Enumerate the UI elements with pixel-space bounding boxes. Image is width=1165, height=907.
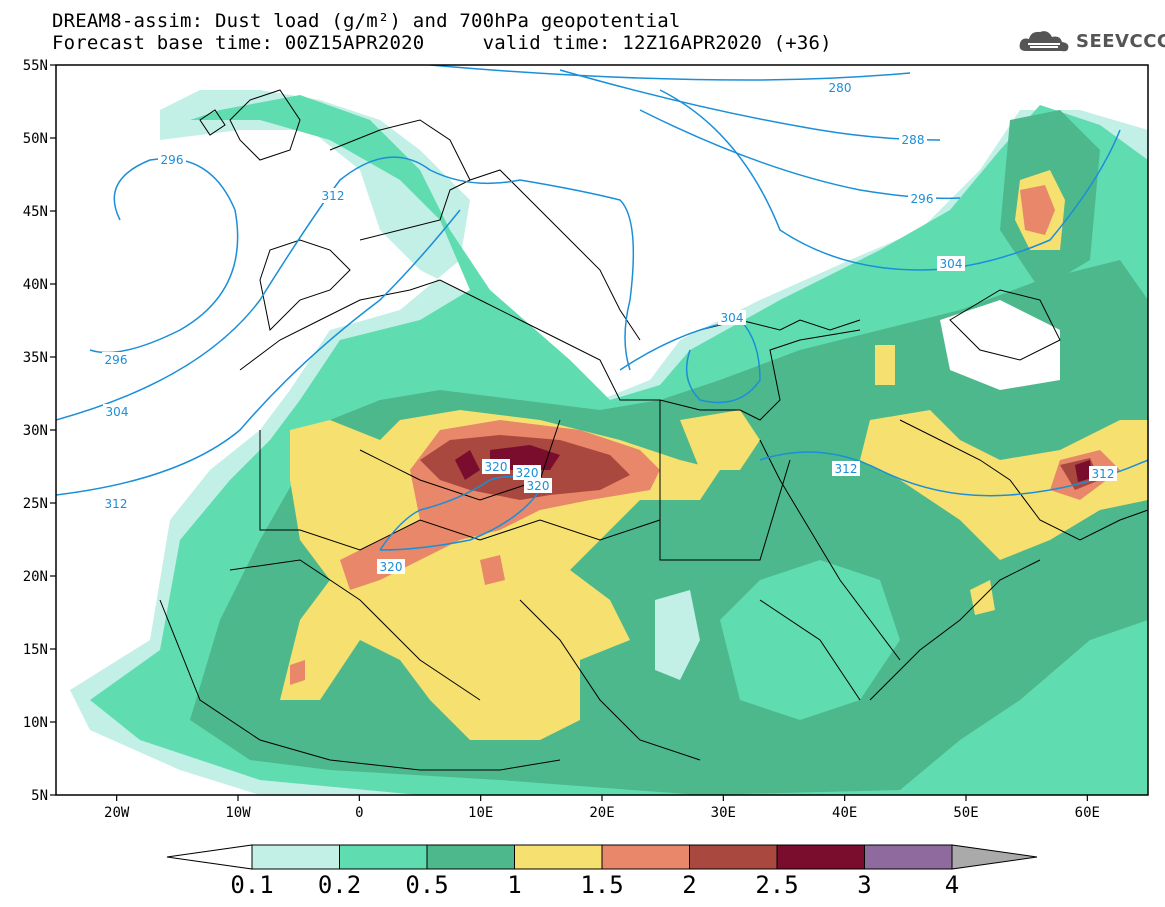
contour-label-bg [826, 80, 854, 95]
colorbar-segment [601, 844, 690, 870]
colorbar-label: 0.1 [230, 871, 273, 899]
colorbar-segment [251, 844, 340, 870]
forecast-time-line: Forecast base time: 00Z15APR2020 valid t… [52, 32, 832, 54]
lat-tick-label: 20N [23, 569, 48, 585]
contour-label-bg [899, 132, 927, 147]
lon-tick-label: 10E [468, 805, 493, 821]
lat-tick-label: 5N [31, 788, 48, 804]
lon-tick-label: 40E [832, 805, 857, 821]
colorbar-over-triangle [951, 844, 1038, 870]
contour-label-bg [482, 459, 510, 474]
contour-label: 304 [721, 311, 744, 325]
contour-label: 320 [380, 560, 403, 574]
colorbar-label: 1.5 [580, 871, 623, 899]
colorbar-label: 3 [857, 871, 871, 899]
lat-tick-label: 40N [23, 277, 48, 293]
colorbar-segment [689, 844, 778, 870]
colorbar-label: 0.5 [405, 871, 448, 899]
contour-label-bg [513, 465, 541, 480]
lat-tick-label: 55N [23, 58, 48, 74]
colorbar-segment [776, 844, 865, 870]
geopotential-contours [56, 65, 1148, 551]
contour-label-bg [718, 310, 746, 325]
lon-tick-label: 0 [355, 805, 363, 821]
lon-tick-label: 20W [104, 805, 130, 821]
lat-tick-label: 15N [23, 642, 48, 658]
colorbar-label: 1 [507, 871, 521, 899]
contour-label-bg [102, 496, 130, 511]
contour-label: 296 [911, 192, 934, 206]
colorbar-segment [339, 844, 428, 870]
lon-tick-label: 10W [225, 805, 251, 821]
contour-label: 312 [322, 189, 345, 203]
contour-label: 304 [106, 405, 129, 419]
contour-label: 304 [940, 257, 963, 271]
lat-tick-label: 35N [23, 350, 48, 366]
contour-label: 320 [485, 460, 508, 474]
lon-tick-label: 60E [1075, 805, 1100, 821]
seevccc-logo: SEEVCCC [1018, 26, 1165, 56]
lat-tick-label: 10N [23, 715, 48, 731]
contour-label: 296 [105, 353, 128, 367]
contour-label-bg [1089, 466, 1117, 481]
contour-label-bg [377, 559, 405, 574]
colorbar-segment [514, 844, 603, 870]
contour-label-bg [102, 352, 130, 367]
lat-tick-label: 45N [23, 204, 48, 220]
contour-label-bg [832, 461, 860, 476]
contour-label: 312 [835, 462, 858, 476]
coastlines-borders [159, 89, 1148, 771]
contour-label: 288 [902, 133, 925, 147]
contour-label-bg [937, 256, 965, 271]
contour-label: 280 [829, 81, 852, 95]
cloud-icon [1019, 31, 1069, 52]
colorbar-label: 4 [945, 871, 959, 899]
logo-text: SEEVCCC [1076, 30, 1165, 52]
lon-tick-label: 20E [589, 805, 614, 821]
colorbar-label: 2 [682, 871, 696, 899]
colorbar-label: 0.2 [318, 871, 361, 899]
contour-label-bg [158, 152, 186, 167]
colorbar-segment [426, 844, 515, 870]
lat-tick-label: 30N [23, 423, 48, 439]
contour-label: 296 [161, 153, 184, 167]
colorbar-segment [864, 844, 953, 870]
dust-field [56, 65, 1148, 795]
contour-label-bg [524, 478, 552, 493]
longitude-axis: 20W 10W 0 10E 20E 30E 40E 50E 60E [104, 795, 1100, 821]
lat-tick-label: 25N [23, 496, 48, 512]
lon-tick-label: 30E [711, 805, 736, 821]
map-title: DREAM8-assim: Dust load (g/m²) and 700hP… [52, 10, 681, 32]
contour-label-bg [908, 191, 936, 206]
contour-label-bg [319, 188, 347, 203]
contour-label: 312 [105, 497, 128, 511]
colorbar: 0.1 0.2 0.5 1 1.5 2 2.5 3 4 [166, 844, 1038, 899]
contour-label-bg [103, 404, 131, 419]
latitude-axis: 55N 50N 45N 40N 35N 30N 25N 20N 15N 10N 5N [23, 58, 56, 804]
colorbar-label: 2.5 [755, 871, 798, 899]
contour-label: 320 [527, 479, 550, 493]
colorbar-under-triangle [166, 844, 253, 870]
lat-tick-label: 50N [23, 131, 48, 147]
lon-tick-label: 50E [953, 805, 978, 821]
contour-label: 320 [516, 466, 539, 480]
contour-label: 312 [1092, 467, 1115, 481]
